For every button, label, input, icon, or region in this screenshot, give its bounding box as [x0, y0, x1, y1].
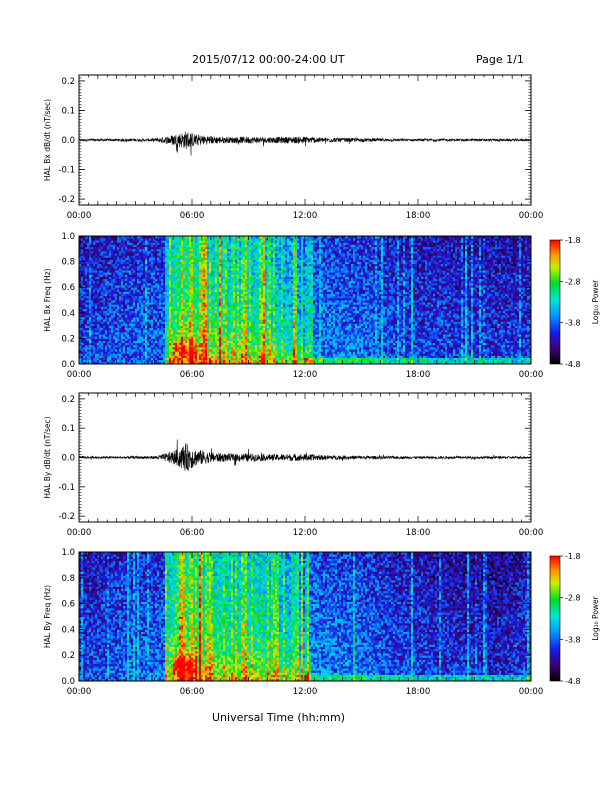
colorbar-tick-label: -4.8: [565, 677, 581, 686]
dbdt-trace-0: [79, 132, 531, 156]
y-tick-label: 0.6: [61, 283, 75, 293]
y-tick-label: 0.2: [61, 334, 75, 344]
colorbar-3: [550, 556, 560, 681]
colorbar-tick-label: -1.8: [565, 552, 581, 561]
x-tick-label: 06:00: [180, 687, 205, 697]
x-tick-label: 06:00: [180, 528, 205, 538]
colorbar-tick-label: -2.8: [565, 594, 581, 603]
colorbar-tick-label: -3.8: [565, 635, 581, 644]
y-tick-label: 0.0: [61, 360, 75, 370]
spectrogram-1-cells: [79, 236, 531, 364]
x-tick-label: 00:00: [519, 687, 544, 697]
y-tick-label: 0.4: [61, 625, 75, 635]
x-tick-label: 12:00: [293, 687, 318, 697]
y-tick-label: 0.0: [61, 677, 75, 687]
x-tick-label: 18:00: [406, 370, 431, 380]
y-tick-label: 1.0: [61, 232, 75, 242]
x-tick-label: 06:00: [180, 211, 205, 221]
y-axis-label-0: HAL Bx dB/dt (nT/sec): [43, 99, 52, 181]
spectrogram-3-cells: [79, 552, 531, 681]
y-tick-label: 0.1: [61, 106, 75, 116]
x-tick-label: 00:00: [67, 528, 92, 538]
y-axis-label-2: HAL By dB/dt (nT/sec): [43, 416, 52, 498]
x-tick-label: 12:00: [293, 370, 318, 380]
y-tick-label: -0.1: [58, 483, 75, 493]
y-tick-label: 0.2: [61, 651, 75, 661]
x-tick-label: 18:00: [406, 528, 431, 538]
y-tick-label: 0.0: [61, 136, 75, 146]
colorbar-1: [550, 240, 560, 364]
x-tick-label: 00:00: [67, 370, 92, 380]
colorbar-label-1: Log₁₀ Power: [591, 279, 600, 324]
colorbar-tick-label: -4.8: [565, 360, 581, 369]
x-tick-label: 12:00: [293, 528, 318, 538]
colorbar-tick-label: -1.8: [565, 236, 581, 245]
y-tick-label: 0.8: [61, 574, 75, 584]
y-axis-label-1: HAL Bx Freq (Hz): [43, 268, 52, 331]
x-tick-label: 12:00: [293, 211, 318, 221]
y-axis-label-3: HAL By Freq (Hz): [43, 585, 52, 648]
x-tick-label: 00:00: [519, 528, 544, 538]
x-tick-label: 06:00: [180, 370, 205, 380]
y-tick-label: -0.1: [58, 166, 75, 176]
x-tick-label: 18:00: [406, 687, 431, 697]
y-tick-label: 0.8: [61, 258, 75, 268]
y-tick-label: 0.4: [61, 309, 75, 319]
x-tick-label: 18:00: [406, 211, 431, 221]
y-tick-label: 0.1: [61, 424, 75, 434]
y-tick-label: 0.2: [61, 395, 75, 405]
x-tick-label: 00:00: [519, 211, 544, 221]
dbdt-trace-2: [79, 440, 531, 471]
y-tick-label: 1.0: [61, 548, 75, 558]
colorbar-tick-label: -3.8: [565, 319, 581, 328]
x-tick-label: 00:00: [519, 370, 544, 380]
y-tick-label: -0.2: [58, 512, 75, 522]
y-tick-label: 0.2: [61, 77, 75, 87]
x-axis-label: Universal Time (hh:mm): [212, 711, 345, 724]
y-tick-label: -0.2: [58, 195, 75, 205]
y-tick-label: 0.0: [61, 454, 75, 464]
colorbar-tick-label: -2.8: [565, 277, 581, 286]
x-tick-label: 00:00: [67, 687, 92, 697]
y-tick-label: 0.6: [61, 600, 75, 610]
x-tick-label: 00:00: [67, 211, 92, 221]
colorbar-label-3: Log₁₀ Power: [591, 595, 600, 640]
